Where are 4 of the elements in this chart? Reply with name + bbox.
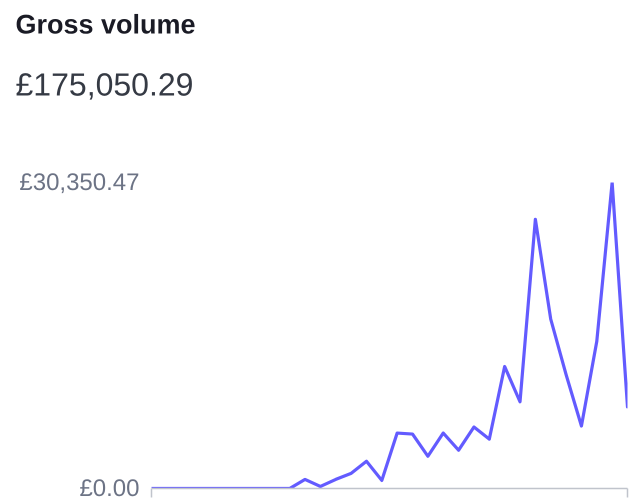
y-tick-label: £30,350.47 — [19, 169, 140, 196]
chart-title: Gross volume — [16, 10, 196, 40]
chart-subtitle: £175,050.29 — [16, 66, 194, 102]
y-tick-label: £0.00 — [79, 475, 140, 502]
